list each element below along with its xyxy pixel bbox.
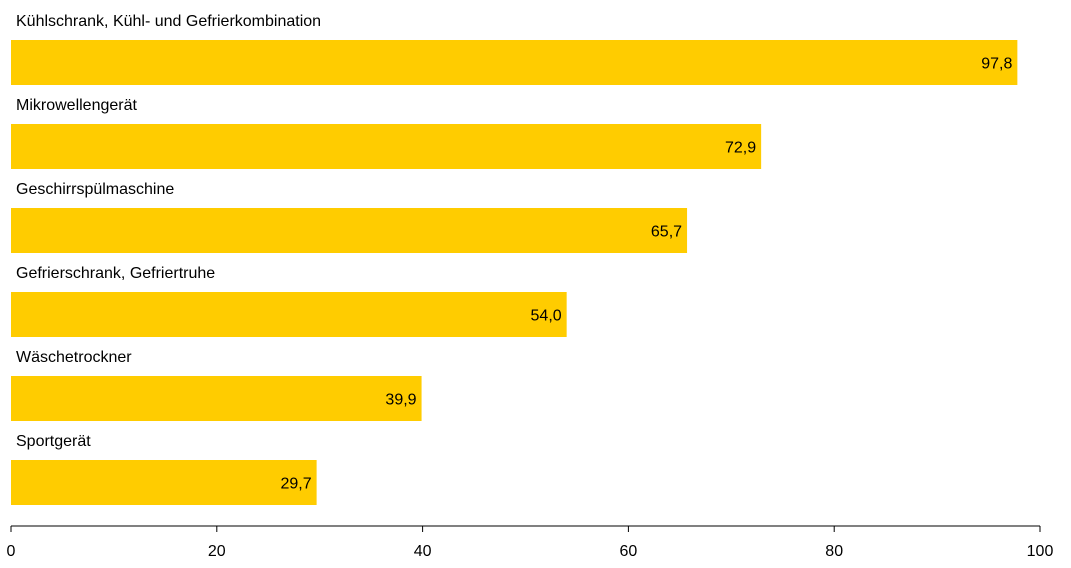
x-tick-label: 0 bbox=[7, 543, 16, 560]
category-label: Wäschetrockner bbox=[16, 349, 132, 366]
x-tick-label: 20 bbox=[208, 543, 226, 560]
bar bbox=[11, 124, 762, 169]
x-axis: 0 20 40 60 80 100 bbox=[7, 525, 1054, 560]
value-label: 65,7 bbox=[651, 224, 682, 241]
value-label: 72,9 bbox=[725, 140, 756, 157]
value-label: 29,7 bbox=[280, 476, 311, 493]
value-label: 97,8 bbox=[981, 56, 1012, 73]
bars-layer: Kühlschrank, Kühl- und Gefrierkombinatio… bbox=[11, 13, 1018, 505]
value-label: 54,0 bbox=[531, 308, 562, 325]
category-label: Geschirrspülmaschine bbox=[16, 181, 174, 198]
category-label: Sportgerät bbox=[16, 433, 91, 450]
bar bbox=[11, 40, 1018, 85]
bar bbox=[11, 376, 422, 421]
category-label: Kühlschrank, Kühl- und Gefrierkombinatio… bbox=[16, 13, 321, 30]
x-tick-label: 60 bbox=[620, 543, 638, 560]
x-tick-label: 80 bbox=[825, 543, 843, 560]
category-label: Mikrowellengerät bbox=[16, 97, 137, 114]
value-label: 39,9 bbox=[385, 392, 416, 409]
bar bbox=[11, 208, 688, 253]
x-tick-label: 40 bbox=[414, 543, 432, 560]
category-label: Gefrierschrank, Gefriertruhe bbox=[16, 265, 215, 282]
bar bbox=[11, 460, 317, 505]
bar bbox=[11, 292, 567, 337]
x-tick-label: 100 bbox=[1027, 543, 1054, 560]
